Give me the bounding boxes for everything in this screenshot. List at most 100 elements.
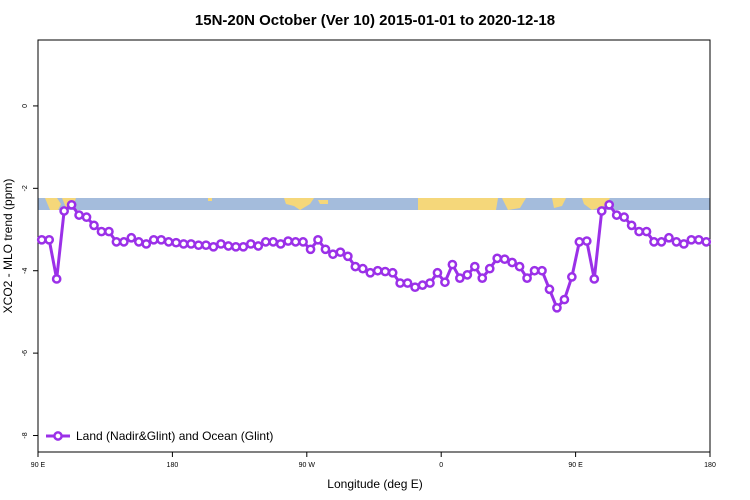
data-point (425, 278, 435, 288)
y-tick-label: -8 (22, 432, 29, 438)
data-point (126, 232, 137, 243)
data-point (455, 273, 465, 283)
data-point (320, 244, 331, 255)
data-point (193, 240, 204, 251)
data-point (380, 266, 391, 277)
data-point (298, 237, 308, 247)
x-tick-label: 90 E (31, 462, 46, 469)
data-point (432, 267, 443, 278)
data-point (604, 199, 615, 210)
data-point (402, 278, 413, 288)
data-point (186, 239, 196, 249)
y-tick-label: 0 (22, 104, 29, 108)
data-point (74, 210, 84, 220)
x-tick-label: 90 W (299, 462, 316, 469)
data-point (641, 226, 652, 237)
map-strip (38, 198, 710, 210)
x-tick-label: 180 (704, 462, 716, 469)
data-point (507, 257, 517, 268)
data-point (656, 237, 667, 247)
data-point (305, 244, 316, 255)
data-point (89, 220, 99, 231)
data-point (686, 234, 697, 245)
data-point (395, 278, 405, 288)
y-tick-label: -4 (22, 268, 29, 274)
data-point (537, 265, 547, 276)
data-point (596, 206, 607, 216)
data-point (514, 261, 525, 272)
data-point (574, 237, 585, 247)
data-point (440, 277, 450, 288)
chart-title: 15N-20N October (Ver 10) 2015-01-01 to 2… (195, 12, 555, 29)
x-axis-label: Longitude (deg E) (327, 477, 422, 491)
data-point (201, 240, 211, 251)
data-point (290, 237, 301, 247)
data-point (231, 241, 241, 252)
y-tick-label: -2 (22, 185, 29, 191)
data-point (387, 267, 398, 278)
data-point (163, 237, 174, 247)
data-point (156, 234, 167, 245)
land (552, 198, 610, 210)
data-point (499, 254, 510, 265)
data-point (81, 212, 92, 223)
legend: Land (Nadir&Glint) and Ocean (Glint) (46, 429, 273, 443)
data-point (66, 199, 77, 210)
data-point (104, 226, 114, 237)
data-point (462, 269, 473, 280)
data-point (148, 234, 159, 245)
data-point (335, 247, 346, 258)
data-point (477, 273, 488, 283)
data-point (619, 212, 629, 223)
data-point (522, 273, 532, 283)
data-point (589, 274, 600, 284)
ocean-strip (38, 198, 710, 210)
land (418, 198, 526, 210)
data-point (253, 241, 264, 251)
data-point (626, 220, 637, 231)
data-point (208, 241, 219, 252)
data-point (372, 265, 383, 276)
data-point (664, 232, 674, 243)
data-point (216, 239, 226, 249)
plot-frame (37, 39, 711, 453)
land (284, 198, 328, 210)
data-point (119, 237, 129, 247)
data-point (447, 259, 458, 270)
data-point (649, 237, 659, 247)
data-point (245, 239, 256, 249)
data-point (133, 237, 144, 247)
data-point (679, 239, 689, 249)
data-point (51, 274, 62, 284)
data-point (484, 263, 495, 274)
data-point (313, 234, 323, 245)
data-point (260, 237, 271, 247)
data-point (634, 226, 644, 237)
data-point (171, 237, 181, 248)
data-point (223, 241, 234, 251)
data-point (44, 234, 55, 245)
y-axis-label: XCO2 - MLO trend (ppm) (1, 179, 15, 314)
data-point (671, 237, 682, 247)
data-point (343, 251, 353, 262)
legend-label: Land (Nadir&Glint) and Ocean (Glint) (76, 429, 273, 443)
data-point (417, 280, 428, 290)
data-point (178, 239, 189, 249)
data-point (693, 234, 704, 245)
data-point (469, 261, 480, 272)
data-point (357, 263, 368, 274)
data-point (141, 239, 152, 249)
data-point (328, 249, 338, 260)
data-point (544, 284, 555, 295)
data-point (59, 206, 69, 216)
data-point (96, 226, 107, 237)
data-point (36, 234, 47, 245)
data-point (365, 267, 376, 278)
data-point (275, 239, 286, 249)
data-point (559, 294, 570, 305)
land (208, 198, 212, 201)
data-point (552, 302, 562, 313)
x-tick-label: 90 E (568, 462, 583, 469)
